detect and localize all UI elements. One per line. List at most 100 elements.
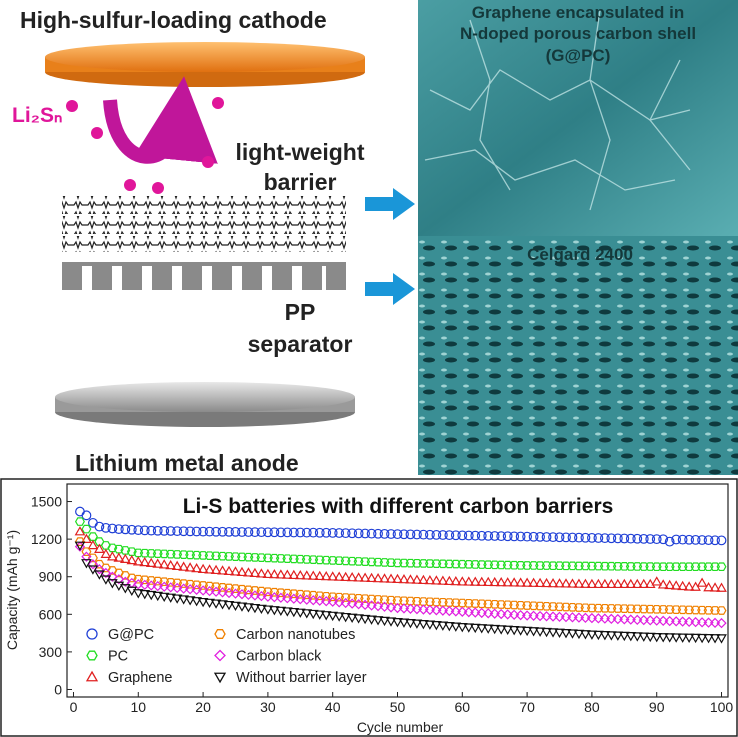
data-point: [547, 628, 559, 638]
data-point: [294, 608, 306, 618]
data-point: [463, 607, 474, 618]
data-point: [716, 617, 727, 629]
data-point: [81, 533, 92, 543]
data-point: [366, 557, 377, 567]
data-point: [139, 556, 151, 567]
data-point: [314, 527, 325, 538]
data-point: [463, 623, 475, 633]
data-point: [541, 627, 552, 638]
data-point: [508, 626, 520, 636]
data-point: [159, 581, 170, 592]
data-point: [379, 558, 390, 567]
x-tick-label: 90: [649, 699, 665, 715]
data-point: [709, 582, 721, 592]
data-point: [392, 573, 403, 584]
data-point: [347, 556, 358, 566]
data-point: [444, 575, 455, 586]
data-point: [314, 555, 325, 565]
legend-marker: [85, 670, 99, 682]
data-point: [644, 632, 656, 643]
data-point: [211, 551, 222, 561]
data-point: [509, 600, 520, 610]
data-point: [437, 530, 448, 540]
data-point: [171, 594, 183, 604]
data-point: [204, 526, 215, 537]
data-point: [295, 594, 306, 605]
data-point: [224, 526, 234, 537]
data-point: [100, 563, 111, 573]
data-point: [658, 615, 669, 626]
data-point: [684, 605, 695, 615]
data-point: [547, 611, 559, 622]
data-point: [638, 578, 650, 589]
data-point: [223, 600, 235, 611]
data-point: [159, 577, 170, 587]
cathode-top: [45, 42, 365, 72]
data-point: [74, 541, 86, 551]
data-point: [431, 597, 442, 607]
data-point: [372, 572, 384, 583]
data-point: [696, 577, 708, 587]
data-point: [657, 579, 669, 589]
arrow: [365, 188, 415, 220]
data-point: [360, 528, 370, 539]
data-point: [295, 554, 306, 564]
data-point: [159, 549, 170, 559]
data-point: [437, 621, 449, 631]
data-point: [392, 596, 403, 605]
data-point: [580, 630, 591, 640]
data-point: [379, 528, 390, 539]
data-point: [450, 606, 461, 617]
data-point: [606, 631, 617, 641]
data-point: [502, 577, 514, 587]
data-point: [399, 529, 409, 540]
data-point: [690, 562, 701, 572]
data-point: [535, 561, 546, 570]
data-point: [347, 528, 358, 539]
data-point: [185, 579, 196, 589]
shuttle-arrow: [103, 76, 218, 164]
data-point: [327, 527, 338, 538]
x-tick-label: 40: [325, 699, 341, 715]
data-point: [126, 524, 137, 535]
data-point: [586, 612, 598, 624]
data-point: [534, 577, 546, 588]
data-point: [547, 577, 559, 588]
data-point: [580, 532, 591, 543]
data-point: [444, 605, 455, 617]
data-point: [159, 525, 170, 536]
data-point: [333, 612, 345, 622]
data-point: [185, 550, 196, 560]
data-point: [554, 602, 565, 612]
data-point: [418, 529, 429, 540]
data-point: [411, 558, 422, 568]
data-point: [359, 572, 371, 582]
data-point: [184, 562, 196, 572]
data-point: [249, 590, 261, 601]
data-point: [359, 599, 371, 611]
data-point: [483, 530, 494, 541]
sem-label: (G@PC): [546, 46, 611, 65]
data-point: [152, 549, 163, 558]
data-point: [489, 608, 500, 619]
data-point: [379, 573, 390, 583]
data-point: [502, 560, 513, 570]
data-point: [528, 531, 539, 542]
data-point: [191, 580, 202, 590]
data-point: [509, 531, 520, 542]
data-point: [204, 585, 215, 597]
data-point: [392, 529, 403, 540]
data-point: [412, 529, 422, 540]
data-point: [256, 590, 267, 602]
data-point: [172, 526, 183, 537]
data-point: [567, 561, 578, 571]
data-point: [463, 559, 474, 569]
data-point: [495, 576, 507, 587]
data-point: [509, 560, 520, 570]
data-point: [405, 603, 416, 614]
data-point: [631, 632, 643, 642]
sem-label: Celgard 2400: [527, 245, 633, 264]
data-point: [586, 561, 597, 571]
data-point: [606, 604, 617, 613]
